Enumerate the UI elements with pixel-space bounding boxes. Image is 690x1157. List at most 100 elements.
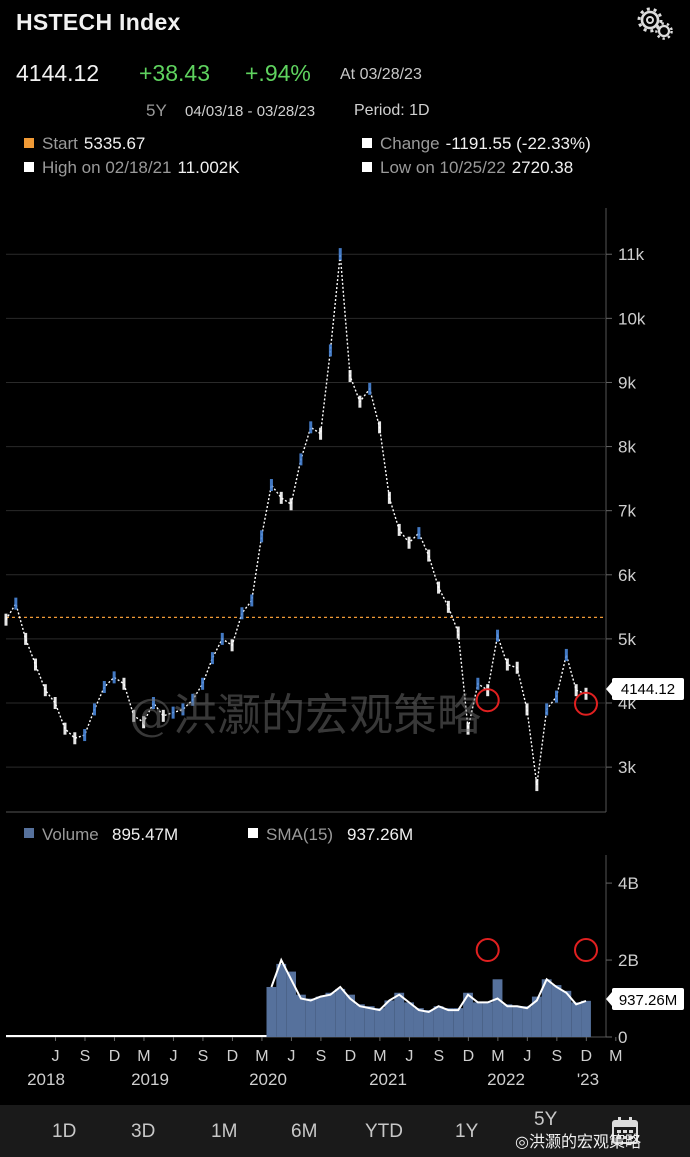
year-label: '23 bbox=[577, 1070, 599, 1089]
year-label: 2022 bbox=[487, 1070, 525, 1089]
price-point bbox=[250, 594, 254, 607]
volume-bar bbox=[325, 992, 336, 1037]
weibo-icon: ◎ bbox=[515, 1134, 529, 1151]
tab-1m[interactable]: 1M bbox=[211, 1121, 238, 1142]
price-point bbox=[161, 709, 165, 722]
volume-bar bbox=[571, 1002, 582, 1037]
price-tick-label: 9k bbox=[618, 373, 636, 392]
start-marker-icon bbox=[24, 138, 34, 148]
volume-axis: 4B 2B 0 bbox=[606, 874, 639, 1047]
stat-low: Low on 10/25/22 2720.38 bbox=[362, 158, 573, 178]
volume-bar bbox=[266, 986, 277, 1037]
tab-ytd[interactable]: YTD bbox=[365, 1121, 403, 1142]
price-point bbox=[53, 697, 57, 710]
price-point bbox=[210, 652, 214, 665]
price-tick-label: 7k bbox=[618, 502, 636, 521]
weibo-watermark: ◎洪灏的宏观策略 bbox=[515, 1128, 641, 1152]
month-tick-label: J bbox=[523, 1048, 531, 1065]
tab-6m[interactable]: 6M bbox=[291, 1121, 318, 1142]
price-point bbox=[151, 697, 155, 710]
month-tick-label: J bbox=[287, 1048, 295, 1065]
price-point bbox=[299, 453, 303, 466]
watermark-text: @洪灏的宏观策略 bbox=[129, 690, 481, 741]
volume-bar bbox=[364, 1006, 375, 1037]
month-tick-label: D bbox=[345, 1048, 357, 1065]
volume-bar bbox=[276, 963, 287, 1037]
price-series bbox=[4, 248, 588, 792]
calendar-icon[interactable] bbox=[612, 1117, 638, 1145]
year-label: 2018 bbox=[27, 1070, 65, 1089]
volume-bar bbox=[453, 1008, 464, 1037]
percent-change: +.94% bbox=[245, 60, 311, 86]
volume-tick-label: 0 bbox=[618, 1028, 627, 1047]
month-tick-label: J bbox=[405, 1048, 413, 1065]
price-point bbox=[476, 677, 480, 690]
stat-change-label: Change bbox=[380, 134, 440, 153]
price-point bbox=[14, 597, 18, 610]
volume-bar bbox=[404, 1002, 414, 1037]
price-point bbox=[378, 421, 382, 434]
volume-bar bbox=[335, 988, 346, 1037]
month-tick-label: M bbox=[373, 1048, 386, 1065]
volume-legend: Volume 895.47M SMA(15) 937.26M bbox=[24, 825, 413, 844]
price-point bbox=[102, 680, 106, 693]
month-tick-label: S bbox=[434, 1048, 445, 1065]
price-point bbox=[142, 716, 146, 729]
price-point bbox=[132, 709, 136, 722]
tab-1y[interactable]: 1Y bbox=[455, 1121, 479, 1142]
volume-bar bbox=[502, 1004, 513, 1037]
tab-3d[interactable]: 3D bbox=[131, 1121, 156, 1142]
month-tick-label: J bbox=[51, 1048, 59, 1065]
tab-5y[interactable]: 5Y bbox=[534, 1109, 558, 1130]
price-tick-label: 10k bbox=[618, 309, 646, 328]
price-point bbox=[358, 395, 362, 408]
month-tick-label: J bbox=[169, 1048, 177, 1065]
weibo-watermark-text: 洪灏的宏观策略 bbox=[528, 1134, 641, 1151]
annotation-circle bbox=[475, 688, 500, 713]
price-point bbox=[496, 629, 500, 642]
volume-bar bbox=[463, 992, 473, 1037]
settings-icon[interactable] bbox=[636, 6, 676, 42]
price-tick-label: 6k bbox=[618, 566, 636, 585]
price-point bbox=[4, 613, 8, 626]
price-point bbox=[33, 658, 37, 671]
volume-bar bbox=[286, 971, 296, 1037]
stat-high-label: High on 02/18/21 bbox=[42, 158, 172, 177]
volume-last-value: 937.26M bbox=[619, 992, 677, 1009]
net-change: +38.43 bbox=[139, 60, 210, 86]
sma-line bbox=[270, 957, 587, 1014]
stat-low-label: Low on 10/25/22 bbox=[380, 158, 506, 177]
period-label[interactable]: Period: 1D bbox=[354, 102, 430, 119]
volume-bar bbox=[531, 996, 542, 1037]
volume-bar bbox=[492, 979, 503, 1037]
ticker-title: HSTECH Index bbox=[16, 9, 181, 35]
price-point bbox=[24, 632, 28, 645]
month-tick-label: D bbox=[581, 1048, 593, 1065]
range-label[interactable]: 5Y bbox=[146, 101, 167, 120]
volume-tick-label: 4B bbox=[618, 874, 639, 893]
price-point bbox=[73, 732, 77, 745]
price-point bbox=[466, 722, 470, 735]
volume-bar bbox=[482, 1002, 493, 1037]
price-point bbox=[407, 536, 411, 549]
volume-bar bbox=[345, 994, 355, 1037]
price-point bbox=[319, 427, 323, 440]
stat-start-label: Start bbox=[42, 134, 78, 153]
volume-bar bbox=[541, 979, 552, 1037]
volume-bar bbox=[354, 1004, 365, 1037]
year-label: 2019 bbox=[131, 1070, 169, 1089]
volume-bar bbox=[315, 996, 326, 1037]
price-point bbox=[505, 658, 509, 671]
tab-1d[interactable]: 1D bbox=[52, 1121, 77, 1142]
annotation-circle bbox=[574, 691, 598, 716]
sma-legend-value: 937.26M bbox=[347, 825, 413, 844]
price-annotations bbox=[475, 688, 598, 716]
stat-high-value: 11.002K bbox=[177, 158, 240, 177]
month-tick-label: S bbox=[316, 1048, 327, 1065]
price-point bbox=[417, 527, 421, 540]
timeframe-tabbar: 1D 3D 1M 6M YTD 1Y 5Y bbox=[0, 1105, 690, 1157]
price-last-label: 4144.12 bbox=[606, 678, 684, 700]
